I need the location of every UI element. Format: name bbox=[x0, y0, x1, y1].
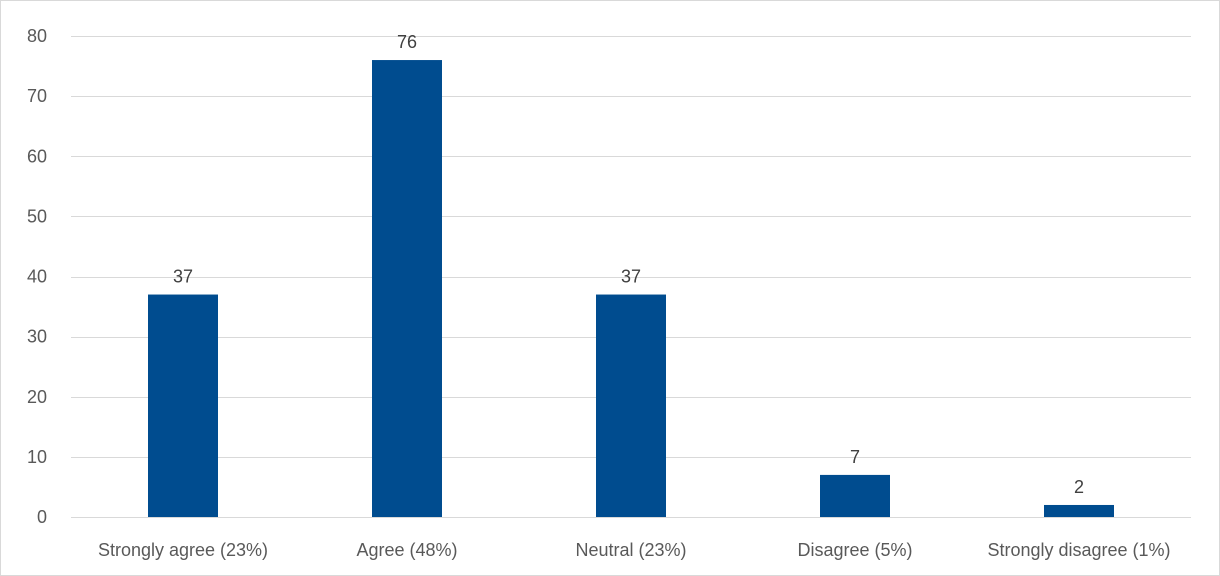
y-tick-label: 30 bbox=[27, 327, 47, 347]
category-label: Strongly agree (23%) bbox=[98, 540, 268, 560]
data-label: 37 bbox=[173, 267, 193, 287]
y-tick-label: 0 bbox=[37, 507, 47, 527]
bar bbox=[148, 294, 218, 517]
bar bbox=[1044, 504, 1114, 517]
y-axis-ticks: 0 10 20 30 40 50 60 70 80 bbox=[27, 26, 47, 527]
data-label: 7 bbox=[850, 447, 860, 467]
y-tick-label: 60 bbox=[27, 146, 47, 166]
category-label: Disagree (5%) bbox=[797, 540, 912, 560]
category-label: Agree (48%) bbox=[356, 540, 457, 560]
x-axis-categories: Strongly agree (23%) Agree (48%) Neutral (… bbox=[98, 540, 1171, 560]
y-tick-label: 20 bbox=[27, 387, 47, 407]
y-tick-label: 10 bbox=[27, 447, 47, 467]
y-tick-label: 40 bbox=[27, 267, 47, 287]
bar bbox=[372, 60, 442, 518]
data-label: 37 bbox=[621, 267, 641, 287]
y-tick-label: 50 bbox=[27, 206, 47, 226]
data-label: 76 bbox=[397, 32, 417, 52]
y-tick-label: 80 bbox=[27, 26, 47, 46]
category-label: Neutral (23%) bbox=[575, 540, 686, 560]
bar bbox=[820, 474, 890, 517]
data-labels: 37 76 37 7 2 bbox=[173, 32, 1084, 497]
y-tick-label: 70 bbox=[27, 86, 47, 106]
bar bbox=[596, 294, 666, 517]
data-label: 2 bbox=[1074, 477, 1084, 497]
bars bbox=[148, 60, 1114, 518]
category-label: Strongly disagree (1%) bbox=[987, 540, 1170, 560]
gridlines bbox=[71, 36, 1191, 518]
